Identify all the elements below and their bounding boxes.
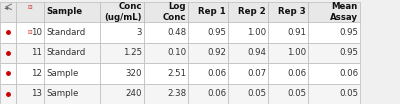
Text: 1.00: 1.00 [247, 28, 266, 37]
Text: 320: 320 [126, 69, 142, 78]
Bar [228, 22, 268, 43]
Text: 0.94: 0.94 [247, 48, 266, 57]
Text: Rep 2: Rep 2 [238, 7, 266, 16]
Bar [268, 63, 308, 84]
Bar [16, 22, 44, 43]
Bar [16, 2, 44, 22]
Bar [100, 22, 144, 43]
Text: 0.10: 0.10 [167, 48, 186, 57]
Bar [308, 22, 360, 43]
Text: 2.51: 2.51 [167, 69, 186, 78]
Text: Standard: Standard [46, 28, 85, 37]
Bar [100, 84, 144, 104]
Text: 10: 10 [31, 28, 42, 37]
Text: Rep 3: Rep 3 [278, 7, 306, 16]
Bar [188, 63, 228, 84]
Bar [16, 43, 44, 63]
Bar [100, 63, 144, 84]
Bar [16, 84, 44, 104]
Bar [268, 84, 308, 104]
Text: 11: 11 [31, 48, 42, 57]
Bar [308, 84, 360, 104]
Text: Rep 1: Rep 1 [198, 7, 226, 16]
Text: 0.05: 0.05 [287, 89, 306, 98]
Text: 1.00: 1.00 [287, 48, 306, 57]
Bar [144, 63, 188, 84]
Bar [228, 43, 268, 63]
Text: 0.05: 0.05 [247, 89, 266, 98]
Text: Sample: Sample [46, 69, 78, 78]
Text: ⊟: ⊟ [28, 5, 32, 10]
Text: 0.07: 0.07 [247, 69, 266, 78]
Bar [228, 2, 268, 22]
Text: Sample: Sample [46, 89, 78, 98]
Bar [144, 84, 188, 104]
Text: Conc
(ug/mL): Conc (ug/mL) [104, 2, 142, 22]
Text: 0.95: 0.95 [339, 48, 358, 57]
Bar [44, 43, 100, 63]
Bar [268, 22, 308, 43]
Text: Sample: Sample [46, 7, 82, 16]
Bar [308, 2, 360, 22]
Bar [144, 2, 188, 22]
Text: 0.48: 0.48 [167, 28, 186, 37]
Bar [0, 63, 16, 84]
Bar [188, 43, 228, 63]
Text: 240: 240 [126, 89, 142, 98]
Bar [144, 22, 188, 43]
Bar [44, 84, 100, 104]
Bar [44, 2, 100, 22]
Bar [188, 2, 228, 22]
Bar [308, 63, 360, 84]
Text: ◄: ◄ [4, 5, 8, 10]
Bar [44, 22, 100, 43]
Bar [100, 43, 144, 63]
Bar [308, 43, 360, 63]
Text: 0.06: 0.06 [207, 69, 226, 78]
Bar [0, 43, 16, 63]
Text: 0.95: 0.95 [339, 28, 358, 37]
Text: 0.06: 0.06 [207, 89, 226, 98]
Bar [188, 84, 228, 104]
Text: 0.06: 0.06 [339, 69, 358, 78]
Bar [144, 43, 188, 63]
Bar [228, 63, 268, 84]
Text: 0.95: 0.95 [207, 28, 226, 37]
Text: Standard: Standard [46, 48, 85, 57]
Text: Mean
Assay: Mean Assay [330, 2, 358, 22]
Text: 0.05: 0.05 [339, 89, 358, 98]
Text: 13: 13 [31, 89, 42, 98]
Bar [16, 63, 44, 84]
Text: 12: 12 [31, 69, 42, 78]
Bar [100, 2, 144, 22]
Bar [0, 84, 16, 104]
Text: 2.38: 2.38 [167, 89, 186, 98]
Text: 1.25: 1.25 [123, 48, 142, 57]
Bar [44, 63, 100, 84]
Text: ⊟: ⊟ [28, 30, 32, 35]
Text: 0.91: 0.91 [287, 28, 306, 37]
Bar [228, 84, 268, 104]
Bar [268, 2, 308, 22]
Bar [188, 22, 228, 43]
Bar [0, 22, 16, 43]
Bar [268, 43, 308, 63]
Text: 0.06: 0.06 [287, 69, 306, 78]
Text: 3: 3 [136, 28, 142, 37]
Text: 0.92: 0.92 [207, 48, 226, 57]
Bar [0, 2, 16, 22]
Text: Log
Conc: Log Conc [162, 2, 186, 22]
